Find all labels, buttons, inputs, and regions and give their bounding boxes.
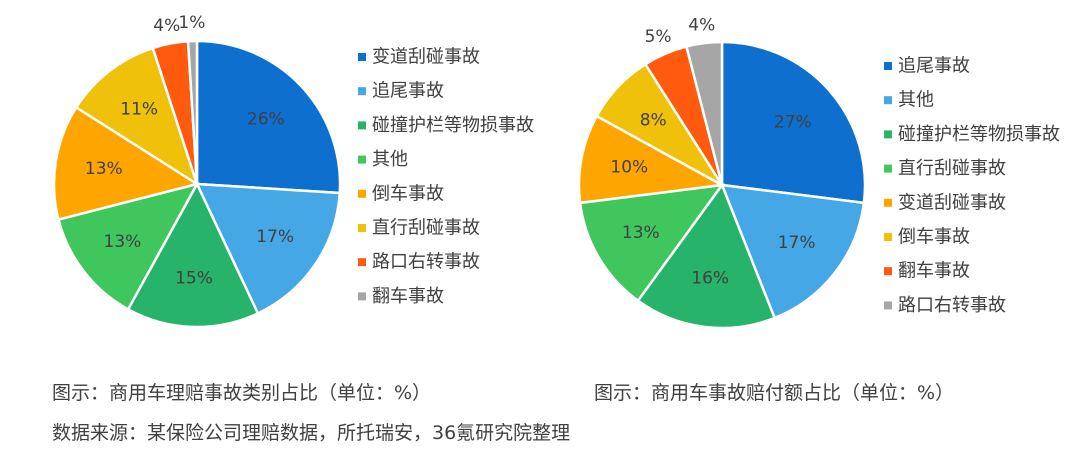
pie-slice-3 — [126, 181, 260, 329]
pie-chart-1: 26% 17% 15% 13% 13% 11% 4%1% — [52, 13, 342, 329]
pie-slice-1 — [720, 40, 867, 205]
legend-item-3: 碰撞护栏等物损事故 — [358, 115, 534, 136]
legend-label: 追尾事故 — [372, 81, 444, 102]
legend-swatch — [884, 164, 892, 173]
legend-1: 变道刮碰事故追尾事故碰撞护栏等物损事故其他倒车事故直行刮碰事故路口右转事故翻车事… — [358, 47, 534, 307]
slice-label-4: 13% — [104, 232, 142, 252]
legend-swatch — [884, 96, 892, 105]
legend-swatch — [358, 258, 366, 267]
legend-label: 碰撞护栏等物损事故 — [372, 115, 534, 136]
legend-item-5: 倒车事故 — [358, 183, 444, 204]
legend-item-3: 碰撞护栏等物损事故 — [884, 124, 1060, 145]
pie-slice-4 — [578, 183, 725, 303]
legend-item-8: 翻车事故 — [358, 286, 444, 307]
slice-label-8: 1% — [178, 13, 205, 33]
slice-label-5: 10% — [610, 157, 648, 177]
legend-item-6: 直行刮碰事故 — [358, 218, 480, 239]
legend-swatch — [358, 155, 366, 164]
slice-label-2: 17% — [778, 233, 816, 253]
legend-label: 路口右转事故 — [372, 252, 480, 273]
legend-swatch — [884, 267, 892, 276]
pie-slice-3 — [636, 182, 777, 330]
slice-label-2: 17% — [256, 227, 294, 247]
legend-2: 追尾事故其他碰撞护栏等物损事故直行刮碰事故变道刮碰事故倒车事故翻车事故路口右转事… — [884, 56, 1060, 316]
legend-item-1: 变道刮碰事故 — [358, 47, 480, 68]
legend-label: 变道刮碰事故 — [898, 192, 1006, 213]
slice-label-3: 15% — [175, 268, 213, 288]
legend-swatch — [884, 62, 892, 70]
legend-label: 倒车事故 — [898, 227, 970, 248]
legend-label: 其他 — [898, 90, 934, 111]
legend-swatch — [884, 301, 892, 310]
slice-label-7: 4% — [153, 16, 180, 36]
legend-label: 其他 — [372, 149, 408, 170]
pie-slice-2 — [720, 183, 866, 320]
legend-item-2: 追尾事故 — [358, 81, 444, 102]
legend-swatch — [358, 121, 366, 130]
pie-slice-4 — [56, 182, 200, 312]
legend-swatch — [358, 224, 366, 232]
legend-item-8: 路口右转事故 — [884, 295, 1006, 316]
pie-slice-1 — [195, 39, 342, 195]
legend-label: 直行刮碰事故 — [898, 158, 1006, 179]
legend-swatch — [358, 292, 366, 301]
legend-item-7: 翻车事故 — [884, 261, 970, 282]
legend-label: 翻车事故 — [372, 286, 444, 307]
pie-slice-5 — [577, 114, 726, 205]
legend-label: 追尾事故 — [898, 56, 970, 77]
legend-item-4: 直行刮碰事故 — [884, 158, 1006, 179]
legend-swatch — [884, 130, 892, 139]
pie-slice-8 — [186, 39, 199, 185]
legend-item-6: 倒车事故 — [884, 227, 970, 248]
pie-slice-6 — [74, 46, 200, 187]
legend-label: 倒车事故 — [372, 183, 444, 204]
slice-label-6: 8% — [640, 110, 667, 130]
legend-item-1: 追尾事故 — [884, 56, 970, 77]
legend-item-5: 变道刮碰事故 — [884, 192, 1006, 213]
slice-label-1: 27% — [774, 113, 812, 133]
legend-swatch — [884, 233, 892, 241]
legend-label: 直行刮碰事故 — [372, 218, 480, 239]
right-chart-caption: 图示：商用车事故赔付额占比（单位：%） — [594, 382, 955, 404]
legend-label: 翻车事故 — [898, 261, 970, 282]
pie-charts-area: 26%17%15%13%13%11%4%1%变道刮碰事故追尾事故碰撞护栏等物损事… — [52, 13, 1060, 330]
legend-swatch — [358, 189, 366, 198]
pie-slice-8 — [684, 40, 724, 186]
data-source-note: 数据来源：某保险公司理赔数据，所托瑞安，36氪研究院整理 — [52, 422, 571, 444]
slice-label-6: 11% — [120, 99, 158, 119]
slice-label-7: 5% — [645, 27, 672, 47]
slice-label-8: 4% — [688, 15, 715, 35]
legend-item-4: 其他 — [358, 149, 408, 170]
pie-chart-2: 27% 17% 16% 13% 10% 8% 5% 4% — [577, 15, 867, 330]
slice-label-1: 26% — [247, 109, 285, 129]
legend-swatch — [358, 87, 366, 96]
left-chart-caption: 图示：商用车理赔事故类别占比（单位：%） — [52, 382, 432, 404]
legend-item-2: 其他 — [884, 90, 934, 111]
pie-slice-2 — [194, 182, 342, 316]
legend-label: 碰撞护栏等物损事故 — [898, 124, 1060, 145]
slice-label-5: 13% — [85, 159, 123, 179]
legend-label: 变道刮碰事故 — [372, 47, 480, 68]
pie-slice-5 — [52, 105, 201, 222]
legend-swatch — [884, 198, 892, 207]
slice-label-4: 13% — [622, 223, 660, 243]
legend-label: 路口右转事故 — [898, 295, 1006, 316]
legend-item-7: 路口右转事故 — [358, 252, 480, 273]
slice-label-3: 16% — [691, 269, 729, 289]
legend-swatch — [358, 53, 366, 61]
